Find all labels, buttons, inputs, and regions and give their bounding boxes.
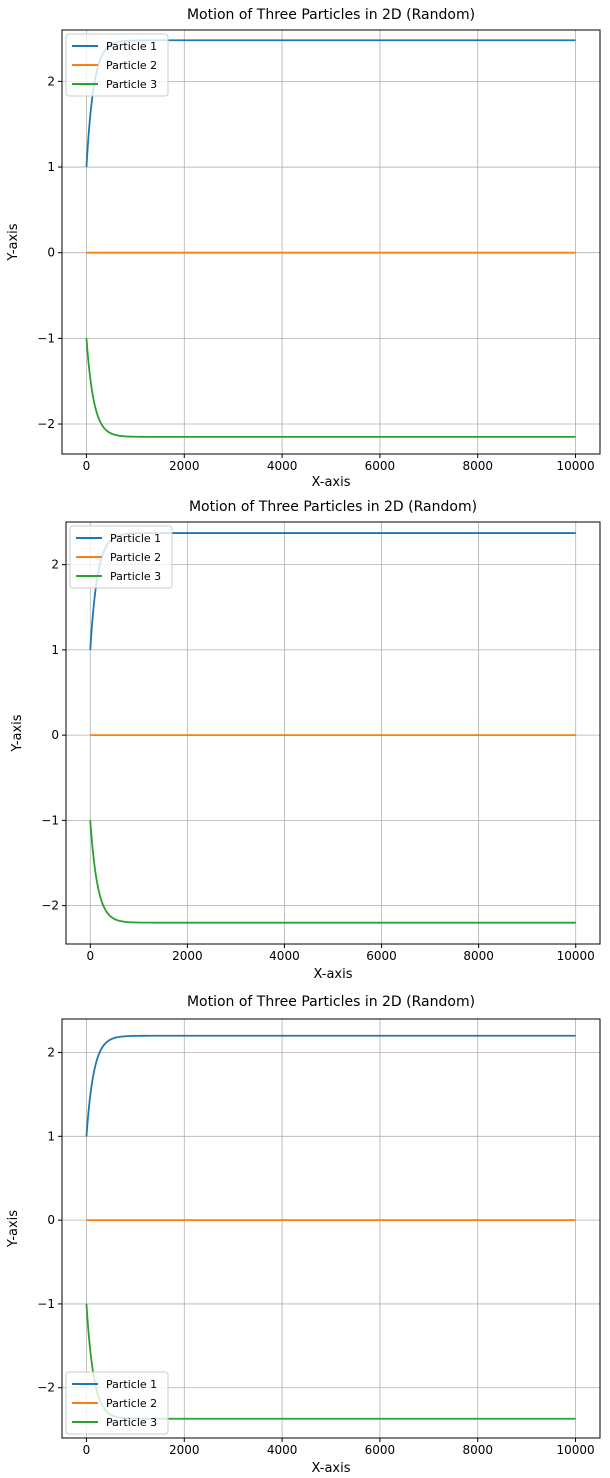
chart-2-x-tick-label: 8000 [463, 949, 494, 963]
chart-1-series-line-3 [85, 337, 576, 438]
chart-3-y-tick-label: −2 [37, 1381, 55, 1395]
chart-2-y-tick-label: −2 [41, 899, 59, 913]
chart-2-legend-label-1: Particle 1 [110, 532, 161, 545]
chart-1-y-tick-label: 2 [47, 74, 55, 88]
chart-1-y-axis-label: Y-axis [6, 223, 21, 261]
chart-2-x-tick-label: 4000 [269, 949, 300, 963]
chart-3-y-tick-label: 0 [47, 1213, 55, 1227]
chart-3-x-tick-label: 8000 [462, 1443, 493, 1457]
chart-3-title: Motion of Three Particles in 2D (Random) [187, 994, 475, 1010]
chart-3-x-tick-label: 6000 [365, 1443, 396, 1457]
chart-2-y-tick-label: 1 [51, 643, 59, 657]
chart-3-legend-label-3: Particle 3 [106, 1416, 157, 1429]
chart-1-legend-box [65, 33, 169, 97]
chart-3-x-tick-label: 2000 [169, 1443, 200, 1457]
chart-1-x-tick-label: 6000 [365, 459, 396, 473]
chart-3-series-line-1 [85, 1034, 576, 1137]
chart-3-plot-area [62, 1019, 600, 1438]
chart-3-y-tick-label: 2 [47, 1046, 55, 1060]
chart-2-y-axis-label: Y-axis [10, 714, 25, 752]
chart-2-x-tick-label: 2000 [172, 949, 203, 963]
chart-1-plot-area [62, 30, 600, 454]
chart-1-y-tick-label: −2 [37, 417, 55, 431]
chart-1-legend-label-1: Particle 1 [106, 40, 157, 53]
chart-1-x-tick-label: 8000 [462, 459, 493, 473]
chart-3-svg: 0 2000 4000 6000 8000 10000 −2 −1 0 1 2 Motion of T… [6, 994, 601, 1476]
chart-1-svg: 0 2000 4000 6000 8000 10000 −2 −1 0 1 2 Motion of T… [6, 7, 601, 490]
chart-2-x-tick-label: 10000 [557, 949, 595, 963]
chart-3-x-axis-label: X-axis [312, 1461, 351, 1476]
chart-3-legend: Particle 1 Particle 2 Particle 3 [65, 1371, 169, 1435]
chart-2-y-tick-label: 2 [51, 558, 59, 572]
chart-3-x-tick-label: 0 [83, 1443, 91, 1457]
chart-1-y-tick-label: 1 [47, 160, 55, 174]
chart-3-legend-box [65, 1371, 169, 1435]
chart-3-x-tick-label: 10000 [556, 1443, 594, 1457]
chart-1-y-tick-label: 0 [47, 246, 55, 260]
chart-2-legend-box [69, 525, 173, 589]
chart-2-series-line-3 [89, 820, 576, 924]
chart-1-title: Motion of Three Particles in 2D (Random) [187, 7, 475, 23]
chart-2: 0 2000 4000 6000 8000 10000 −2 −1 0 1 2 Motion of T… [0, 490, 610, 982]
chart-2-x-tick-label: 0 [86, 949, 94, 963]
chart-1-legend: Particle 1 Particle 2 Particle 3 [65, 33, 169, 97]
chart-2-legend-label-2: Particle 2 [110, 551, 161, 564]
chart-1-legend-label-3: Particle 3 [106, 78, 157, 91]
chart-1-x-tick-label: 0 [83, 459, 91, 473]
chart-1-axes-frame [61, 29, 601, 455]
chart-2-legend-label-3: Particle 3 [110, 570, 161, 583]
chart-3-y-axis-label: Y-axis [6, 1210, 21, 1248]
chart-2-x-axis-label: X-axis [314, 967, 353, 982]
chart-2-plot-area [66, 522, 600, 944]
chart-3-axes-frame [61, 1018, 601, 1439]
chart-2-x-tick-label: 6000 [366, 949, 397, 963]
chart-1: 0 2000 4000 6000 8000 10000 −2 −1 0 1 2 Motion of T… [0, 0, 610, 490]
chart-2-legend: Particle 1 Particle 2 Particle 3 [69, 525, 173, 589]
chart-3: 0 2000 4000 6000 8000 10000 −2 −1 0 1 2 Motion of T… [0, 982, 610, 1478]
chart-3-x-tick-label: 4000 [267, 1443, 298, 1457]
chart-1-legend-label-2: Particle 2 [106, 59, 157, 72]
chart-3-y-tick-label: −1 [37, 1297, 55, 1311]
chart-3-y-tick-label: 1 [47, 1129, 55, 1143]
chart-2-y-tick-label: 0 [51, 728, 59, 742]
chart-1-x-tick-label: 10000 [556, 459, 594, 473]
chart-1-x-tick-label: 4000 [267, 459, 298, 473]
chart-2-axes-frame [65, 521, 601, 945]
chart-1-x-tick-label: 2000 [169, 459, 200, 473]
chart-2-y-tick-label: −1 [41, 813, 59, 827]
chart-3-legend-label-1: Particle 1 [106, 1378, 157, 1391]
chart-1-y-tick-label: −1 [37, 331, 55, 345]
chart-2-title: Motion of Three Particles in 2D (Random) [189, 499, 477, 515]
chart-2-svg: 0 2000 4000 6000 8000 10000 −2 −1 0 1 2 Motion of T… [10, 499, 601, 982]
chart-3-legend-label-2: Particle 2 [106, 1397, 157, 1410]
chart-1-x-axis-label: X-axis [312, 475, 351, 490]
